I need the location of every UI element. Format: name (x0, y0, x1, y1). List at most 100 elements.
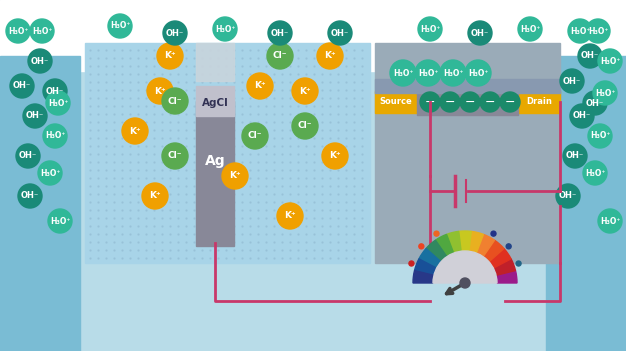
Text: Cl⁻: Cl⁻ (168, 97, 182, 106)
Circle shape (409, 261, 414, 266)
Circle shape (30, 19, 54, 43)
Circle shape (292, 78, 318, 104)
Wedge shape (419, 249, 441, 268)
Circle shape (108, 14, 132, 38)
Bar (375, 91, 417, 113)
Wedge shape (459, 231, 471, 251)
Circle shape (434, 231, 439, 236)
Bar (375, 43, 560, 263)
Circle shape (491, 231, 496, 236)
Bar (0, 56, 80, 351)
Wedge shape (436, 234, 454, 257)
Text: OH⁻: OH⁻ (563, 77, 581, 86)
Bar (0, 0, 626, 71)
Circle shape (460, 92, 480, 112)
Circle shape (465, 60, 491, 86)
Text: H₃O⁺: H₃O⁺ (600, 217, 620, 225)
Text: K⁺: K⁺ (299, 86, 311, 95)
Text: K⁺: K⁺ (129, 126, 141, 135)
Text: OH⁻: OH⁻ (566, 152, 584, 160)
Text: Source: Source (379, 98, 413, 106)
Text: H₃O⁺: H₃O⁺ (418, 68, 438, 78)
Circle shape (322, 143, 348, 169)
Text: H₃O⁺: H₃O⁺ (600, 57, 620, 66)
Circle shape (268, 21, 292, 45)
Text: H₃O⁺: H₃O⁺ (32, 26, 52, 35)
Wedge shape (446, 231, 461, 253)
Circle shape (292, 113, 318, 139)
Text: −: − (505, 95, 515, 108)
Circle shape (588, 124, 612, 148)
Text: H₃O⁺: H₃O⁺ (520, 25, 540, 33)
Bar (85, 43, 370, 263)
Wedge shape (496, 271, 517, 283)
Text: H₃O⁺: H₃O⁺ (45, 132, 65, 140)
Circle shape (560, 69, 584, 93)
Circle shape (247, 73, 273, 99)
Text: Ag: Ag (205, 154, 225, 168)
Bar (546, 56, 626, 351)
Text: H₃O⁺: H₃O⁺ (443, 68, 463, 78)
Circle shape (43, 79, 67, 103)
Text: H₃O⁺: H₃O⁺ (570, 26, 590, 35)
Text: −: − (444, 95, 455, 108)
Circle shape (122, 118, 148, 144)
Text: H₃O⁺: H₃O⁺ (468, 68, 488, 78)
Wedge shape (433, 251, 497, 283)
Text: H₃O⁺: H₃O⁺ (595, 88, 615, 98)
Circle shape (586, 19, 610, 43)
Wedge shape (483, 240, 504, 262)
Circle shape (162, 88, 188, 114)
Text: K⁺: K⁺ (229, 172, 241, 180)
Text: H₃O⁺: H₃O⁺ (8, 26, 28, 35)
Text: OH⁻: OH⁻ (581, 52, 599, 60)
Circle shape (598, 209, 622, 233)
Text: OH⁻: OH⁻ (331, 28, 349, 38)
Bar (417, 89, 518, 115)
Circle shape (500, 92, 520, 112)
Text: OH⁻: OH⁻ (31, 57, 49, 66)
Circle shape (506, 244, 511, 249)
Text: H₃O⁺: H₃O⁺ (420, 25, 440, 33)
Circle shape (48, 209, 72, 233)
Circle shape (419, 244, 424, 249)
Circle shape (213, 17, 237, 41)
Text: OH⁻: OH⁻ (13, 81, 31, 91)
Circle shape (593, 81, 617, 105)
Text: OH⁻: OH⁻ (471, 28, 489, 38)
Circle shape (328, 21, 352, 45)
Text: K⁺: K⁺ (324, 52, 336, 60)
Text: OH⁻: OH⁻ (166, 28, 184, 38)
Circle shape (28, 49, 52, 73)
Circle shape (10, 74, 34, 98)
Text: AgCl: AgCl (202, 98, 228, 108)
Text: OH⁻: OH⁻ (46, 86, 64, 95)
Text: H₃O⁺: H₃O⁺ (590, 132, 610, 140)
Text: OH⁻: OH⁻ (559, 192, 577, 200)
Circle shape (556, 184, 580, 208)
Circle shape (390, 60, 416, 86)
Circle shape (6, 19, 30, 43)
Circle shape (570, 104, 594, 128)
Text: −: − (464, 95, 475, 108)
Bar (196, 43, 234, 81)
Circle shape (440, 92, 460, 112)
Text: Drain: Drain (526, 98, 552, 106)
Wedge shape (414, 259, 437, 275)
Circle shape (415, 60, 441, 86)
Circle shape (16, 144, 40, 168)
Circle shape (317, 43, 343, 69)
Text: OH⁻: OH⁻ (26, 112, 44, 120)
Text: K⁺: K⁺ (164, 52, 176, 60)
Wedge shape (413, 271, 434, 283)
Bar (196, 86, 234, 116)
Text: OH⁻: OH⁻ (21, 192, 39, 200)
Text: OH⁻: OH⁻ (19, 152, 37, 160)
Circle shape (598, 49, 622, 73)
Circle shape (568, 19, 592, 43)
Circle shape (142, 183, 168, 209)
Wedge shape (469, 231, 483, 253)
Wedge shape (493, 259, 515, 275)
Circle shape (460, 278, 470, 288)
Circle shape (516, 261, 521, 266)
